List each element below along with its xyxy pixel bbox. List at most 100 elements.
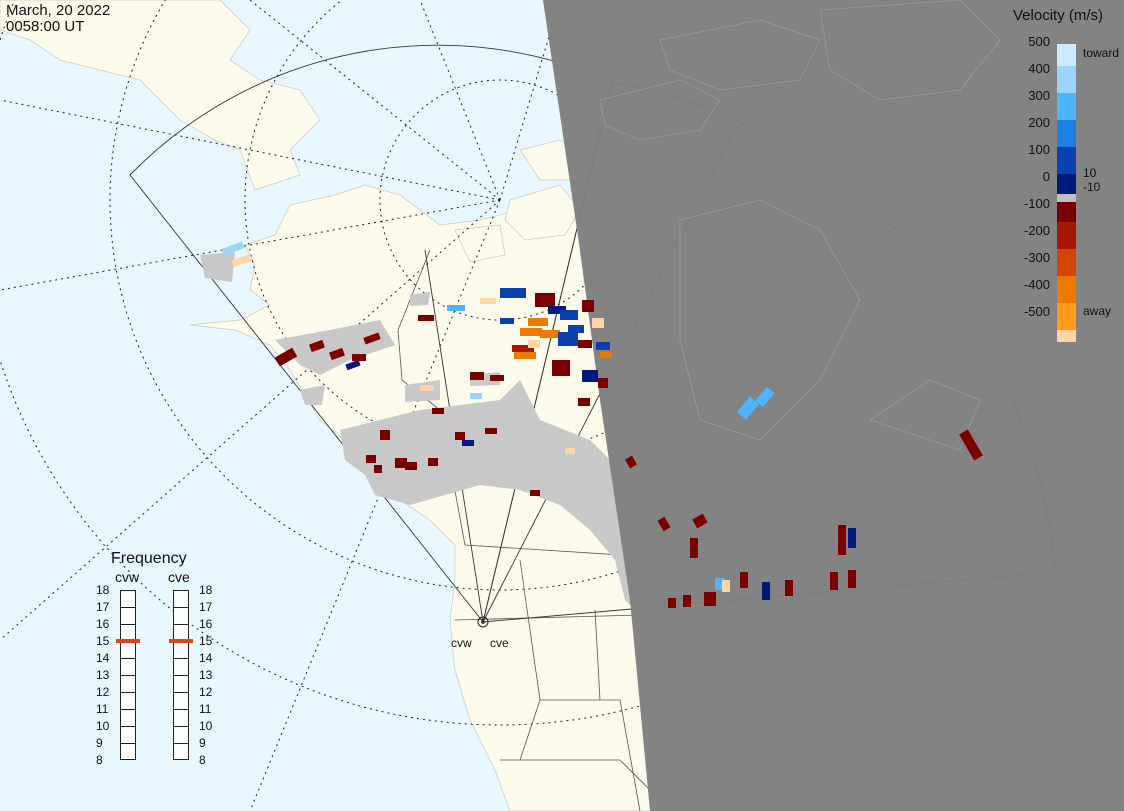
velocity-cell [568,325,584,333]
frequency-grid-line [174,743,188,744]
frequency-grid-line [121,709,135,710]
frequency-tick-label: 18 [199,583,213,597]
velocity-cell [500,318,514,324]
colorbar-title: Velocity (m/s) [1013,7,1104,24]
velocity-cell [704,592,716,606]
velocity-cell [959,429,983,461]
frequency-grid-line [174,709,188,710]
frequency-tick-label: 10 [96,719,110,733]
colorbar-tick-label: -200 [1023,223,1050,238]
velocity-cell [485,428,497,434]
frequency-grid-line [121,658,135,659]
colorbar-tick-label: -400 [1023,277,1050,292]
frequency-grid-line [174,607,188,608]
colorbar-tick-label: 0 [1042,169,1050,184]
velocity-cell [500,288,526,298]
velocity-cell [363,332,381,345]
velocity-cell [715,578,725,590]
colorbar-swatches [1057,44,1076,342]
velocity-cell [838,525,846,555]
velocity-cell [432,408,444,414]
frequency-tick-label: 16 [199,617,213,631]
velocity-cell [274,347,298,367]
frequency-bar-cve [173,590,189,760]
velocity-cell [420,385,434,391]
velocity-cell [755,386,775,408]
velocity-cell [345,359,361,371]
frequency-bar-cvw [120,590,136,760]
colorbar-swatch [1057,249,1076,276]
date-label: March, 20 2022 [6,2,111,19]
velocity-cell [600,352,612,358]
velocity-cell [785,580,793,596]
velocity-cell [528,318,548,326]
frequency-tick-label: 15 [96,634,110,648]
velocity-cell [221,241,245,256]
velocity-cell [596,342,610,350]
colorbar-tick-label: 400 [1028,61,1050,76]
velocity-cell [405,462,417,470]
colorbar-swatch [1057,174,1076,194]
velocity-cell [592,318,604,328]
velocity-cell [657,516,671,532]
velocity-cell [514,352,536,359]
frequency-grid-line [121,624,135,625]
frequency-grid-line [121,692,135,693]
colorbar-swatch [1057,120,1076,147]
colorbar-neg10-label: -10 [1083,180,1101,194]
velocity-cell [540,330,560,338]
velocity-cell [470,393,482,399]
velocity-cell [582,370,598,382]
colorbar-tick-label: 500 [1028,34,1050,49]
velocity-cell [455,432,465,440]
colorbar-swatch [1057,44,1076,66]
velocity-cell [480,298,496,304]
frequency-tick-label: 14 [96,651,110,665]
velocity-cell [374,465,382,473]
frequency-tick-label: 8 [199,753,206,767]
frequency-tick-label: 9 [96,736,103,750]
night-shadow [543,0,1124,811]
velocity-cell [530,490,540,496]
frequency-tick-label: 15 [199,634,213,648]
velocity-cell [558,332,578,346]
velocity-cell [428,458,438,466]
colorbar-swatch [1057,202,1076,222]
frequency-tick-label: 14 [199,651,213,665]
frequency-grid-line [174,692,188,693]
colorbar-away-label: away [1083,304,1112,318]
radar-site-label-cvw: cvw [451,636,472,650]
velocity-cell [231,253,253,268]
frequency-tick-label: 10 [199,719,213,733]
frequency-grid-line [174,658,188,659]
colorbar-swatch [1057,303,1076,330]
colorbar-swatch [1057,330,1076,342]
frequency-grid-line [174,624,188,625]
colorbar-tick-label: 300 [1028,88,1050,103]
velocity-cell [683,595,691,607]
frequency-tick-label: 9 [199,736,206,750]
velocity-cell [736,396,760,420]
frequency-marker-cve [169,639,193,643]
velocity-cell [366,455,376,463]
frequency-tick-label: 16 [96,617,110,631]
frequency-tick-label: 17 [96,600,110,614]
velocity-cell [668,598,676,608]
frequency-tick-label: 13 [96,668,110,682]
velocity-cell [418,315,434,321]
frequency-grid-line [121,726,135,727]
frequency-tick-label: 17 [199,600,213,614]
velocity-cell [722,580,730,592]
colorbar-tick-label: -500 [1023,304,1050,319]
frequency-title: Frequency [111,550,187,567]
velocity-cell [462,440,474,446]
velocity-cell [578,398,590,406]
colorbar-swatch [1057,276,1076,303]
colorbar-toward-label: toward [1083,46,1120,60]
frequency-grid-line [174,675,188,676]
velocity-cell [740,572,748,588]
radar-site-label-cve: cve [490,636,509,650]
velocity-cell [690,538,698,558]
velocity-cell [329,347,345,361]
velocity-cell [625,455,637,469]
